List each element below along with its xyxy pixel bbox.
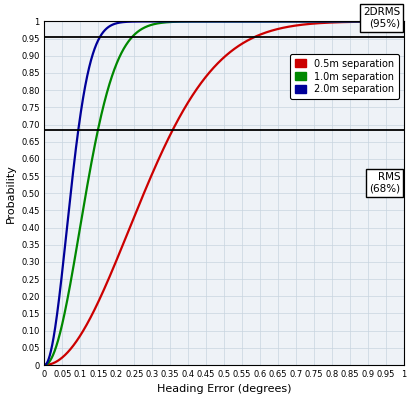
1.0m separation (347, 19, 352, 24)
2.0m separation (276, 19, 281, 24)
0.5m separation (258, 32, 262, 37)
1.0m separation (107, 81, 112, 86)
0.5m separation (179, 111, 184, 116)
0.5m separation (276, 26, 281, 31)
2.0m separation (310, 19, 315, 24)
2.0m separation (258, 19, 262, 24)
Line: 2.0m separation: 2.0m separation (44, 22, 404, 365)
1.0m separation (179, 19, 184, 24)
0.5m separation (107, 274, 112, 279)
2.0m separation (179, 19, 184, 24)
Line: 1.0m separation: 1.0m separation (44, 22, 404, 365)
Text: 2DRMS
(95%): 2DRMS (95%) (363, 7, 400, 29)
1.0m separation (337, 19, 342, 24)
1.0m separation (276, 19, 281, 24)
2.0m separation (401, 19, 406, 24)
Y-axis label: Probability: Probability (5, 164, 16, 223)
1.0m separation (401, 19, 406, 24)
1.0m separation (310, 19, 315, 24)
0.5m separation (401, 19, 406, 24)
2.0m separation (107, 24, 112, 28)
Legend: 0.5m separation, 1.0m separation, 2.0m separation: 0.5m separation, 1.0m separation, 2.0m s… (290, 54, 399, 99)
Line: 0.5m separation: 0.5m separation (44, 22, 404, 365)
2.0m separation (42, 363, 47, 368)
0.5m separation (42, 363, 47, 368)
0.5m separation (337, 20, 342, 24)
0.5m separation (310, 21, 315, 26)
X-axis label: Heading Error (degrees): Heading Error (degrees) (157, 384, 291, 394)
Text: RMS
(68%): RMS (68%) (369, 172, 400, 194)
1.0m separation (42, 363, 47, 368)
1.0m separation (258, 19, 262, 24)
2.0m separation (337, 19, 342, 24)
2.0m separation (235, 19, 240, 24)
